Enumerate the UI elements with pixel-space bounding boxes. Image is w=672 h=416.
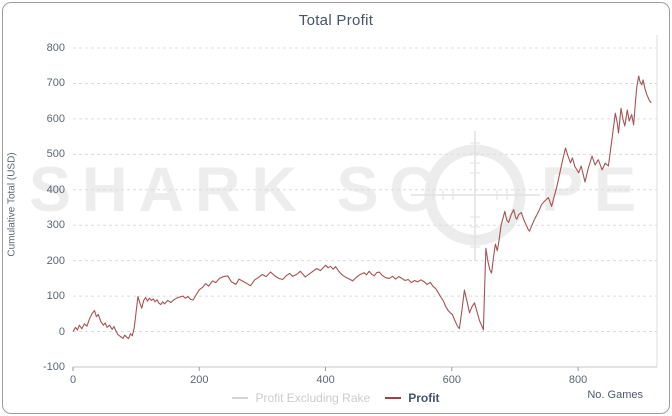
- legend-dash-profit: [385, 397, 402, 399]
- y-tick-label: -100: [42, 361, 65, 373]
- y-tick-label: 800: [46, 42, 65, 54]
- y-tick-label: 300: [46, 219, 65, 232]
- y-tick-label: 0: [58, 325, 65, 338]
- chart-legend: Profit Excluding Rake Profit: [3, 391, 669, 405]
- y-tick-label: 200: [46, 254, 65, 267]
- legend-label-profit: Profit: [408, 391, 440, 405]
- y-tick-label: 100: [46, 290, 65, 303]
- y-tick-label: 600: [46, 112, 65, 125]
- x-tick-label: 400: [316, 374, 335, 386]
- x-tick-label: 0: [69, 374, 77, 386]
- x-axis-title: No. Games: [587, 389, 643, 401]
- chart-title: Total Profit: [298, 12, 374, 29]
- legend-dash-profit-excluding-rake: [232, 397, 249, 399]
- y-tick-label: 400: [46, 183, 65, 196]
- x-tick-label: 600: [442, 374, 461, 386]
- x-tick-label: 800: [568, 374, 588, 386]
- scope-reticle-icon: [411, 131, 540, 261]
- profit-line-chart: [72, 35, 658, 371]
- y-axis-title: Cumulative Total (USD): [6, 152, 18, 257]
- y-tick-label: 700: [46, 77, 65, 90]
- legend-label-profit-excluding-rake: Profit Excluding Rake: [255, 391, 371, 405]
- x-tick-label: 200: [190, 374, 209, 386]
- y-tick-label: 500: [46, 148, 65, 161]
